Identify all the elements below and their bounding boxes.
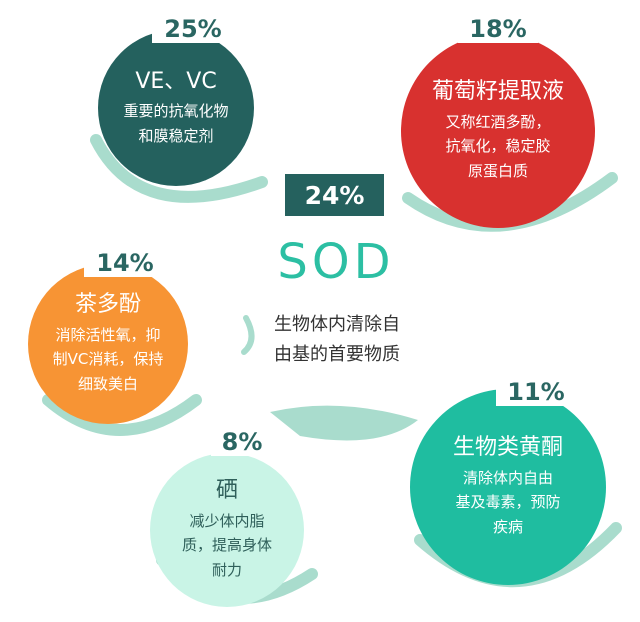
item-ve-vc-desc-line1: 重要的抗氧化物 [123, 102, 229, 120]
item-grape-seed-title: 葡萄籽提取液 [431, 79, 564, 105]
center-percent-badge: 24% [285, 174, 384, 216]
item-ve-vc-percent: 25% [152, 13, 234, 43]
item-flavonoid-desc-line3: 疾病 [492, 518, 523, 537]
item-flavonoid-desc-line2: 基及毒素，预防 [455, 493, 561, 512]
item-selenium-percent: 8% [211, 426, 273, 456]
item-flavonoid-title: 生物类黄酮 [452, 435, 563, 461]
item-tea-polyphenol-percent: 14% [84, 247, 166, 277]
item-grape-seed-circle: 葡萄籽提取液 又称红酒多酚， 抗氧化，稳定胶 原蛋白质 [401, 34, 595, 228]
item-selenium-desc-line3: 耐力 [211, 561, 242, 580]
item-selenium-desc-line2: 质，提高身体 [181, 536, 272, 555]
swoosh-left-hook [241, 315, 255, 355]
item-grape-seed-desc-line2: 抗氧化，稳定胶 [445, 137, 551, 156]
item-selenium-circle: 硒 减少体内脂 质，提高身体 耐力 [150, 453, 304, 607]
item-flavonoid-desc-line1: 清除体内自由 [462, 468, 553, 487]
swoosh-c3 [42, 394, 202, 436]
swoosh-c1 [90, 134, 268, 203]
item-ve-vc-circle: VE、VC 重要的抗氧化物 和膜稳定剂 [98, 30, 254, 186]
item-grape-seed-desc-line3: 原蛋白质 [467, 162, 528, 181]
item-tea-polyphenol-circle: 茶多酚 消除活性氧，抑 制VC消耗，保持 细致美白 [28, 264, 188, 424]
item-tea-polyphenol-desc-line2: 制VC消耗，保持 [52, 350, 164, 369]
item-flavonoid-circle: 生物类黄酮 清除体内自由 基及毒素，预防 疾病 [410, 389, 606, 585]
swoosh-center [270, 405, 418, 441]
item-ve-vc-desc-line2: 和膜稳定剂 [138, 126, 214, 145]
item-grape-seed-percent: 18% [458, 13, 538, 43]
center-title: SOD [277, 234, 395, 290]
item-ve-vc-title: VE、VC [135, 68, 217, 94]
center-description: 生物体内清除自 由基的首要物质 [247, 310, 427, 369]
item-tea-polyphenol-desc-line3: 细致美白 [77, 375, 138, 394]
center-desc-line2: 由基的首要物质 [274, 343, 400, 365]
item-selenium-desc-line1: 减少体内脂 [189, 511, 265, 530]
item-flavonoid-percent: 11% [496, 376, 576, 406]
item-tea-polyphenol-desc-line1: 消除活性氧，抑 [55, 325, 161, 344]
center-desc-line1: 生物体内清除自 [274, 314, 400, 335]
item-grape-seed-desc-line1: 又称红酒多酚， [445, 112, 551, 131]
item-selenium-title: 硒 [215, 478, 238, 504]
item-tea-polyphenol-title: 茶多酚 [74, 292, 141, 318]
